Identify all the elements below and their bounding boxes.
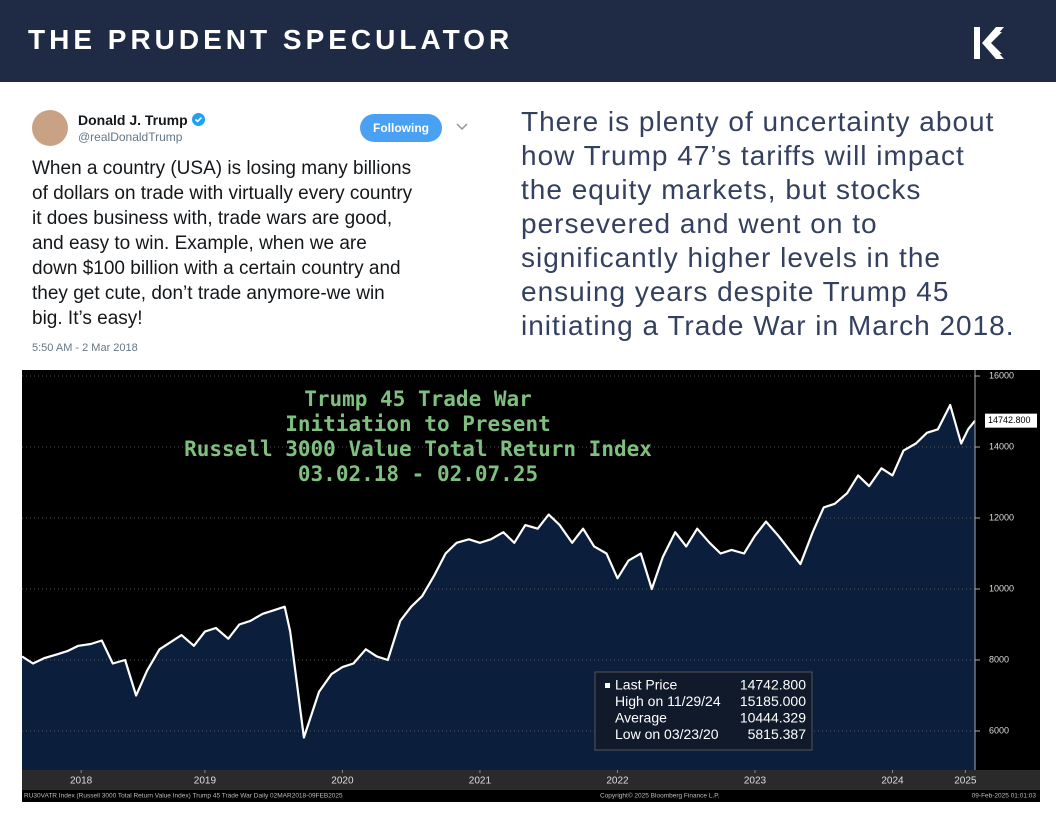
chart-footer: Copyright© 2025 Bloomberg Finance L.P. <box>600 792 720 800</box>
stats-box <box>594 671 813 751</box>
logo <box>974 27 1004 59</box>
x-tick-label: 2021 <box>469 776 492 787</box>
x-tick-label: 2018 <box>70 776 93 787</box>
follow-button[interactable]: Following <box>360 114 442 142</box>
x-axis-band <box>22 770 1040 790</box>
commentary-text: There is plenty of uncertainty about <box>521 106 995 137</box>
tweet-text: they get cute, don’t trade anymore-we wi… <box>32 283 385 304</box>
commentary-text: persevered and went on to <box>521 208 878 239</box>
x-tick-label: 2025 <box>954 776 977 787</box>
y-tick-label: 14000 <box>989 441 1014 451</box>
tweet-text: big. It’s easy! <box>32 308 143 329</box>
stats-label: Low on 03/23/20 <box>615 726 719 742</box>
chart-footer: RU30VATR Index (Russell 3000 Total Retur… <box>24 793 343 800</box>
y-tick-label: 16000 <box>989 370 1014 380</box>
chart-title: Initiation to Present <box>285 412 551 436</box>
chart-footer: 09-Feb-2025 01:01:03 <box>972 793 1037 800</box>
stats-label: Average <box>615 710 667 726</box>
commentary-text: ensuing years despite Trump 45 <box>521 276 950 307</box>
header: THE PRUDENT SPECULATOR <box>0 0 1056 82</box>
x-tick-label: 2024 <box>881 776 904 787</box>
line <box>21 403 976 739</box>
x-tick-label: 2019 <box>194 776 217 787</box>
chart: 6000 8000 10000 12000 14000 16000 14742.800 201… <box>21 370 1040 802</box>
x-tick-label: 2022 <box>606 776 629 787</box>
tweet-text: and easy to win. Example, when we are <box>32 233 367 254</box>
tweet-handle: @realDonaldTrump <box>78 130 183 144</box>
stats-label: Last Price <box>615 677 677 693</box>
tweet-name: Donald J. Trump <box>78 112 188 128</box>
y-tick-label: 12000 <box>989 512 1014 522</box>
y-tick-label: 6000 <box>989 725 1009 735</box>
stats-value: 5815.387 <box>748 726 807 742</box>
commentary-text: initiating a Trade War in March 2018. <box>521 310 1015 341</box>
avatar <box>32 110 68 146</box>
stats-value: 14742.800 <box>740 677 806 693</box>
tweet-text: When a country (USA) is losing many bill… <box>32 158 412 179</box>
last-price-tag <box>985 413 1037 428</box>
chevron[interactable] <box>456 122 468 132</box>
last-price-label: 14742.800 <box>988 415 1031 425</box>
y-tick-label: 10000 <box>989 583 1014 593</box>
verified-badge <box>192 113 205 126</box>
chart-title: Russell 3000 Value Total Return Index <box>184 437 652 461</box>
header-title: THE PRUDENT SPECULATOR <box>28 24 514 55</box>
chart-title: 03.02.18 - 02.07.25 <box>298 462 538 486</box>
x-tick-label: 2023 <box>744 776 767 787</box>
tweet-time: 5:50 AM - 2 Mar 2018 <box>32 342 138 354</box>
y-tick-label: 8000 <box>989 654 1009 664</box>
stats-value: 10444.329 <box>740 710 806 726</box>
tweet-text: it does business with, trade wars are go… <box>32 208 393 229</box>
chart-title: Trump 45 Trade War <box>304 387 532 411</box>
tweet-text: down $100 billion with a certain country… <box>32 258 401 279</box>
commentary-text: significantly higher levels in the <box>521 242 941 273</box>
stats-label: High on 11/29/24 <box>615 693 721 709</box>
x-tick-label: 2020 <box>331 776 354 787</box>
commentary-text: the equity markets, but stocks <box>521 174 922 205</box>
stats-value: 15185.000 <box>740 693 806 709</box>
tweet-text: of dollars on trade with virtually every… <box>32 183 413 204</box>
stats-marker <box>605 683 610 688</box>
commentary-text: how Trump 47’s tariffs will impact <box>521 140 965 171</box>
